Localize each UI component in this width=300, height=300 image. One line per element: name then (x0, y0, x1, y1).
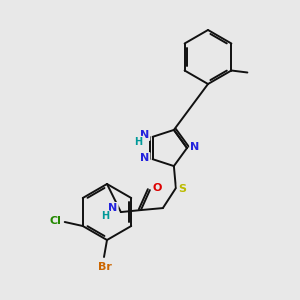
Text: N: N (140, 153, 149, 163)
Text: H: H (101, 211, 109, 221)
Text: Br: Br (98, 262, 112, 272)
Text: H: H (135, 137, 143, 147)
Text: N: N (108, 203, 118, 213)
Text: N: N (140, 130, 149, 140)
Text: S: S (178, 184, 186, 194)
Text: N: N (190, 142, 200, 152)
Text: O: O (152, 183, 162, 193)
Text: Cl: Cl (50, 216, 62, 226)
